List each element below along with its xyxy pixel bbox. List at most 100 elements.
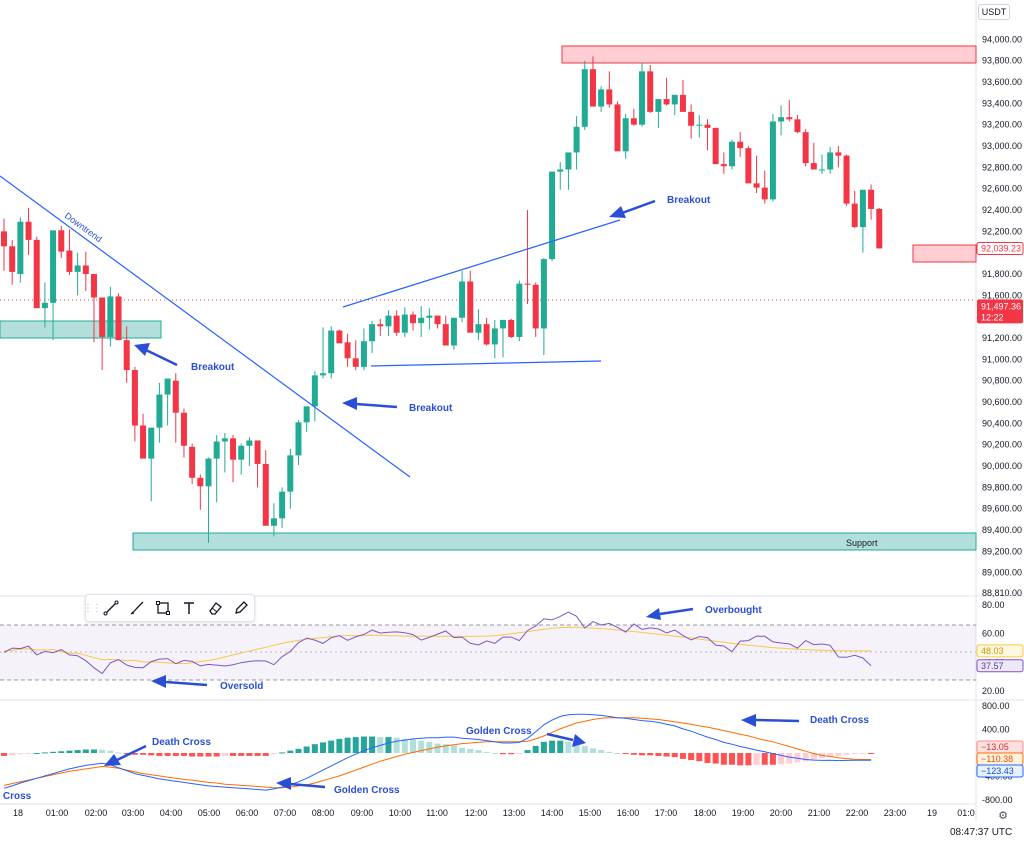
time-axis-tick: 01:0 <box>957 808 975 818</box>
candle <box>17 217 24 283</box>
macd-histogram-bar <box>107 750 114 753</box>
text-icon[interactable] <box>176 595 202 621</box>
drag-handle-icon[interactable]: ⋮⋮ <box>83 602 102 614</box>
candle-body <box>50 230 57 303</box>
svg-text:12:22: 12:22 <box>981 312 1004 322</box>
candle-body <box>295 422 302 456</box>
macd-histogram-bar <box>262 753 269 756</box>
macd-histogram-bar <box>573 744 580 753</box>
macd-histogram-bar <box>483 751 490 753</box>
candle <box>557 162 564 190</box>
support-zone[interactable] <box>132 532 977 551</box>
candle <box>810 142 817 170</box>
trend-line-icon[interactable] <box>98 595 124 621</box>
candle <box>655 99 662 128</box>
candle-body <box>483 324 490 345</box>
rsi-pane <box>3 611 872 675</box>
gear-icon[interactable]: ⚙ <box>998 810 1008 822</box>
rsi-ma-badge: 48.03 <box>976 644 1024 658</box>
candle-body <box>622 118 629 152</box>
macd-histogram-bar <box>540 741 547 753</box>
candle <box>66 229 73 276</box>
candle <box>835 146 842 168</box>
macd-histogram-bar <box>835 753 842 756</box>
candle <box>344 333 351 367</box>
candle <box>794 115 801 134</box>
macd-axis-tick: 800.00 <box>982 701 1010 711</box>
candle <box>123 326 130 383</box>
candle-body <box>737 141 744 149</box>
resistance-zone-right[interactable] <box>912 244 977 263</box>
candle <box>712 127 719 165</box>
candle-body <box>655 99 662 112</box>
candle-body <box>827 152 834 170</box>
macd-histogram-bar <box>311 744 318 753</box>
candle-body <box>1 231 7 247</box>
candle-body <box>819 169 825 171</box>
eraser-icon[interactable] <box>202 595 228 621</box>
annotation-golden-cross-edge: n Cross <box>0 791 32 802</box>
macd-histogram-bar <box>270 753 277 755</box>
time-axis-tick: 18 <box>13 808 23 818</box>
resistance-zone[interactable] <box>561 45 977 64</box>
channel-upper-line[interactable] <box>342 219 621 308</box>
candle <box>786 100 793 122</box>
candle <box>107 286 114 347</box>
downtrend-line[interactable] <box>0 175 411 478</box>
candle-body <box>205 458 212 487</box>
price-axis-tick: 91,000.00 <box>982 354 1022 364</box>
candle-body <box>639 71 646 125</box>
candle <box>238 443 245 475</box>
time-axis-tick: 18:00 <box>694 808 717 818</box>
candle <box>180 408 187 458</box>
candle <box>540 258 547 356</box>
rsi-axis-tick: 80.00 <box>982 600 1005 610</box>
candle <box>532 282 539 337</box>
candle-body <box>385 315 392 327</box>
arrow-breakout-3 <box>609 199 656 218</box>
candle-body <box>123 340 130 371</box>
support-label: Support <box>846 538 878 548</box>
macd-histogram-bar <box>213 753 220 757</box>
candle-body <box>279 491 286 519</box>
candle <box>868 184 875 220</box>
candle <box>393 310 400 336</box>
rectangle-icon[interactable] <box>150 595 176 621</box>
price-axis-tick: 93,400.00 <box>982 98 1022 108</box>
macd-histogram-bar <box>557 740 564 753</box>
candle-body <box>148 427 155 459</box>
macd-histogram-bar <box>606 751 613 753</box>
price-axis-tick: 89,600.00 <box>982 504 1022 514</box>
time-axis-tick: 16:00 <box>617 808 640 818</box>
macd-histogram-bar <box>696 753 703 762</box>
candle <box>467 270 474 333</box>
candle-body <box>475 324 482 333</box>
macd-histogram-bar <box>303 746 310 753</box>
candle-body <box>311 375 318 407</box>
svg-text:−13.05: −13.05 <box>981 742 1009 752</box>
currency-selector[interactable]: USDT <box>978 4 1010 20</box>
candle-body <box>663 99 670 105</box>
brush-icon[interactable] <box>124 595 150 621</box>
candle-body <box>835 152 842 156</box>
price-axis-tick: 90,800.00 <box>982 376 1022 386</box>
candle <box>639 62 646 127</box>
macd-histogram-bar <box>230 753 237 756</box>
macd-histogram-bar <box>9 753 16 756</box>
price-axis-tick: 91,200.00 <box>982 333 1022 343</box>
macd-histogram-bar <box>164 753 171 756</box>
candle-body <box>270 518 277 526</box>
macd-histogram-bar <box>172 753 179 756</box>
candle-body <box>107 296 114 337</box>
support-zone-left[interactable] <box>0 320 162 339</box>
channel-lower-line[interactable] <box>370 360 602 367</box>
candle-body <box>230 438 237 460</box>
candle <box>581 60 588 131</box>
macd-histogram-bar <box>581 745 588 753</box>
candle <box>377 318 384 336</box>
time-axis-tick: 22:00 <box>846 808 869 818</box>
pencil-icon[interactable] <box>228 595 254 621</box>
macd-histogram-bar <box>761 753 768 765</box>
